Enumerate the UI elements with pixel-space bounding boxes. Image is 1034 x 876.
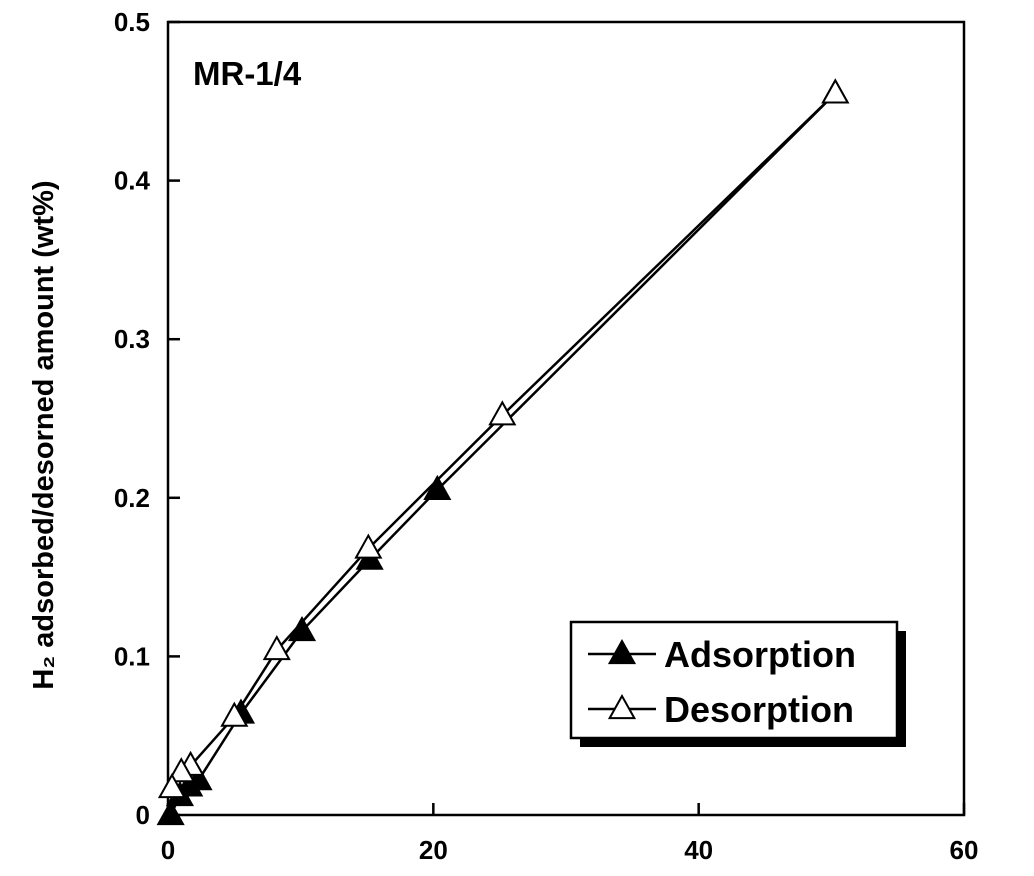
panel-label: MR-1/4 (193, 55, 302, 92)
y-tick-label: 0.2 (114, 483, 150, 513)
desorption-point (488, 400, 517, 426)
adsorption-point (287, 615, 317, 642)
x-tick-label: 40 (684, 835, 713, 865)
x-tick-label: 60 (950, 835, 979, 865)
desorption-point (157, 772, 187, 799)
legend-desorption-marker (607, 693, 637, 720)
desorption-point (167, 757, 196, 783)
y-tick-label: 0 (136, 800, 150, 830)
series-markers (156, 78, 850, 826)
desorption-point (821, 78, 850, 104)
adsorption-point (423, 474, 452, 500)
legend-adsorption-label: Adsorption (664, 634, 856, 675)
desorption-point (220, 701, 249, 727)
x-tick-label: 0 (161, 835, 175, 865)
desorption-point (262, 635, 291, 661)
y-tick-label: 0.4 (114, 166, 151, 196)
legend-desorption-label: Desorption (664, 689, 854, 730)
y-axis-label: H₂ adsorbed/desorned amount (wt%) (28, 180, 60, 689)
x-tick-label: 20 (419, 835, 448, 865)
adsorption-point (156, 799, 185, 826)
x-axis-ticks: 0 20 40 60 (161, 803, 979, 865)
plot-frame (166, 20, 966, 817)
legend-items: Adsorption Desorption (588, 634, 856, 730)
y-tick-label: 0.3 (114, 324, 150, 354)
legend: Adsorption Desorption (569, 620, 906, 747)
legend-adsorption-marker (607, 638, 637, 665)
y-axis-ticks: 0 0.1 0.2 0.3 0.4 0.5 (114, 7, 180, 830)
y-tick-label: 0.1 (114, 641, 150, 671)
y-tick-label: 0.5 (114, 7, 150, 37)
desorption-point (354, 533, 383, 559)
